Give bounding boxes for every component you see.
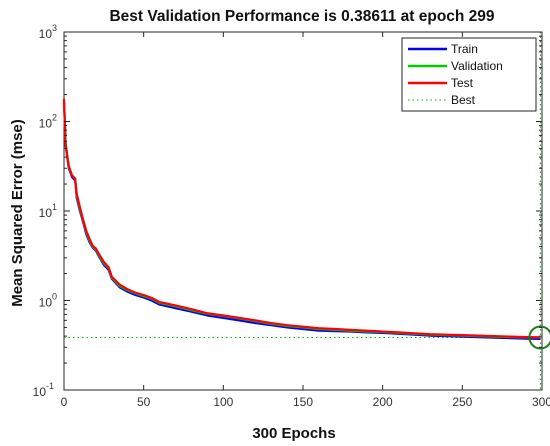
y-tick-base: 10: [39, 27, 53, 41]
y-tick-exponent: 1: [52, 202, 57, 212]
y-tick-base: 10: [33, 385, 47, 399]
y-tick-label: 10 3: [39, 23, 57, 41]
legend-label-best: Best: [451, 93, 476, 107]
y-axis-label: Mean Squared Error (mse): [9, 119, 26, 307]
y-tick-label: 10 2: [39, 113, 57, 131]
y-tick-base: 10: [39, 206, 53, 220]
x-tick-label: 250: [452, 395, 472, 409]
x-tick-label: 150: [293, 395, 313, 409]
x-tick-label: 300: [532, 395, 550, 409]
y-tick-label: 10 1: [39, 202, 57, 220]
legend-label-validation: Validation: [451, 59, 503, 73]
x-tick-label: 50: [137, 395, 151, 409]
best-markers: [64, 32, 542, 390]
legend-label-train: Train: [451, 42, 478, 56]
best-point-marker: [528, 325, 550, 350]
legend: Train Validation Test Best: [401, 37, 537, 112]
y-tick-base: 10: [39, 296, 53, 310]
x-tick-label: 200: [373, 395, 393, 409]
y-tick-exponent: 3: [52, 23, 57, 33]
y-tick-exponent: 0: [52, 292, 57, 302]
y-tick-label: 10 0: [39, 292, 57, 310]
y-tick-label: 10 -1: [33, 381, 54, 399]
y-tick-base: 10: [39, 117, 53, 131]
chart-title: Best Validation Performance is 0.38611 a…: [109, 8, 494, 25]
x-axis-label: 300 Epochs: [252, 425, 335, 442]
x-tick-label: 100: [213, 395, 233, 409]
series-line-test: [62, 98, 541, 339]
y-tick-exponent: 2: [52, 113, 57, 123]
legend-label-test: Test: [451, 76, 474, 90]
series-lines: [62, 98, 550, 350]
y-tick-exponent: -1: [46, 381, 54, 391]
x-tick-label: 0: [61, 395, 68, 409]
